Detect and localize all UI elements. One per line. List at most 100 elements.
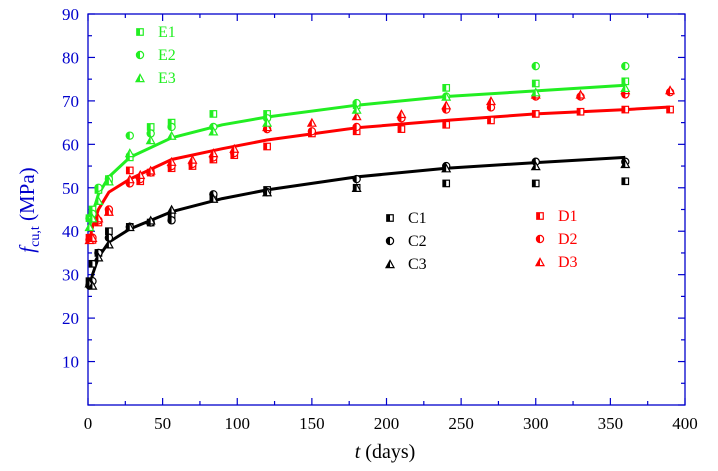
- point-e2: [94, 183, 103, 192]
- point-d1: [125, 166, 134, 175]
- point-d3: [575, 89, 586, 99]
- point-c2: [352, 174, 361, 184]
- point-e3: [124, 148, 135, 158]
- legend-label-e2: E2: [158, 47, 176, 64]
- point-c1: [105, 227, 113, 236]
- point-e2: [167, 122, 176, 132]
- x-tick-label: 150: [299, 414, 325, 433]
- point-c3: [208, 193, 219, 203]
- point-c1: [531, 179, 540, 188]
- y-tick-label: 60: [62, 135, 79, 154]
- legend-label-d1: D1: [558, 208, 578, 225]
- x-tick-label: 200: [374, 414, 400, 433]
- point-e2: [621, 61, 630, 71]
- point-d1: [531, 110, 540, 118]
- y-axis-label-unit: (MPa): [15, 167, 39, 226]
- point-d3: [124, 174, 135, 184]
- point-e1: [531, 79, 540, 88]
- legend-marker-d3: [534, 257, 546, 267]
- point-c3: [262, 187, 273, 197]
- point-e3: [103, 176, 114, 186]
- legend-marker-c3: [384, 259, 396, 269]
- point-d1: [576, 107, 585, 116]
- point-c3: [620, 159, 631, 169]
- point-d1: [442, 120, 451, 129]
- fit-curve-e: [88, 83, 626, 228]
- legend-label-c1: C1: [408, 210, 427, 227]
- point-d3: [229, 143, 240, 153]
- y-axis-label-subscript: cu,t: [28, 226, 43, 247]
- legend-label-d2: D2: [558, 231, 578, 248]
- legend-marker-c2: [385, 236, 395, 246]
- legend-marker-e2: [135, 50, 145, 60]
- point-e3: [87, 213, 98, 223]
- point-d1: [666, 105, 674, 114]
- x-axis-label: t (days): [355, 441, 416, 463]
- x-tick-label: 0: [84, 414, 93, 433]
- point-e3: [351, 104, 362, 114]
- point-e1: [442, 84, 451, 92]
- legend-marker-e3: [134, 73, 146, 83]
- legends: C1 C2 C3 D1 D2 D3 E1 E2 E3: [134, 24, 578, 273]
- x-tick-label: 250: [448, 414, 474, 433]
- point-d1: [487, 116, 495, 125]
- point-d1: [263, 142, 271, 151]
- point-e3: [84, 222, 95, 232]
- point-c2: [167, 216, 176, 225]
- point-d3: [208, 148, 219, 158]
- point-d3: [351, 111, 362, 121]
- legend-marker-e1: [136, 28, 144, 36]
- x-tick-label: 300: [523, 414, 549, 433]
- point-d3: [145, 165, 156, 175]
- y-tick-label: 90: [62, 5, 79, 24]
- legend-marker-d1: [536, 212, 544, 220]
- y-tick-label: 80: [62, 48, 79, 67]
- x-axis-label-symbol: t: [355, 441, 361, 463]
- legend-label-d3: D3: [558, 254, 578, 271]
- legend-label-e3: E3: [158, 70, 176, 87]
- point-d3: [441, 100, 452, 110]
- point-d3: [306, 117, 317, 127]
- x-tick-label: 400: [672, 414, 698, 433]
- point-d3: [665, 85, 676, 95]
- point-d2: [352, 122, 361, 132]
- x-tick-label: 50: [154, 414, 171, 433]
- point-d2: [307, 127, 317, 136]
- y-axis-label: fcu,t (MPa): [15, 167, 43, 252]
- point-c3: [87, 280, 98, 290]
- point-e3: [530, 87, 541, 97]
- y-axis-label-symbol: f: [15, 244, 39, 253]
- point-d3: [87, 232, 98, 242]
- point-c1: [442, 179, 451, 188]
- point-e1: [209, 110, 218, 118]
- point-d3: [485, 96, 496, 106]
- point-c3: [103, 239, 114, 249]
- point-c3: [441, 163, 452, 173]
- x-tick-label: 100: [225, 414, 251, 433]
- point-e1: [146, 123, 155, 131]
- y-tick-label: 10: [62, 353, 79, 372]
- point-e3: [93, 195, 104, 206]
- y-tick-label: 70: [62, 92, 79, 111]
- x-tick-label: 350: [598, 414, 624, 433]
- point-e3: [166, 130, 177, 140]
- point-e3: [262, 117, 273, 127]
- point-e2: [531, 61, 540, 71]
- point-d3: [187, 154, 198, 164]
- point-c3: [145, 215, 156, 225]
- y-tick-label: 50: [62, 179, 79, 198]
- point-d1: [621, 105, 630, 114]
- axes: 0 50 100 150 200 250 300 350 400 10 20 30 40 50 60 70 80…: [62, 5, 698, 433]
- y-tick-label: 20: [62, 309, 79, 328]
- point-d3: [396, 109, 407, 119]
- point-c3: [351, 182, 362, 192]
- point-e2: [125, 131, 134, 140]
- legend-marker-c1: [386, 214, 394, 222]
- legend-label-e1: E1: [158, 24, 176, 41]
- point-c3: [93, 252, 104, 262]
- point-c1: [88, 259, 97, 268]
- point-c1: [621, 177, 630, 186]
- point-e3: [145, 135, 156, 145]
- point-e3: [441, 91, 452, 101]
